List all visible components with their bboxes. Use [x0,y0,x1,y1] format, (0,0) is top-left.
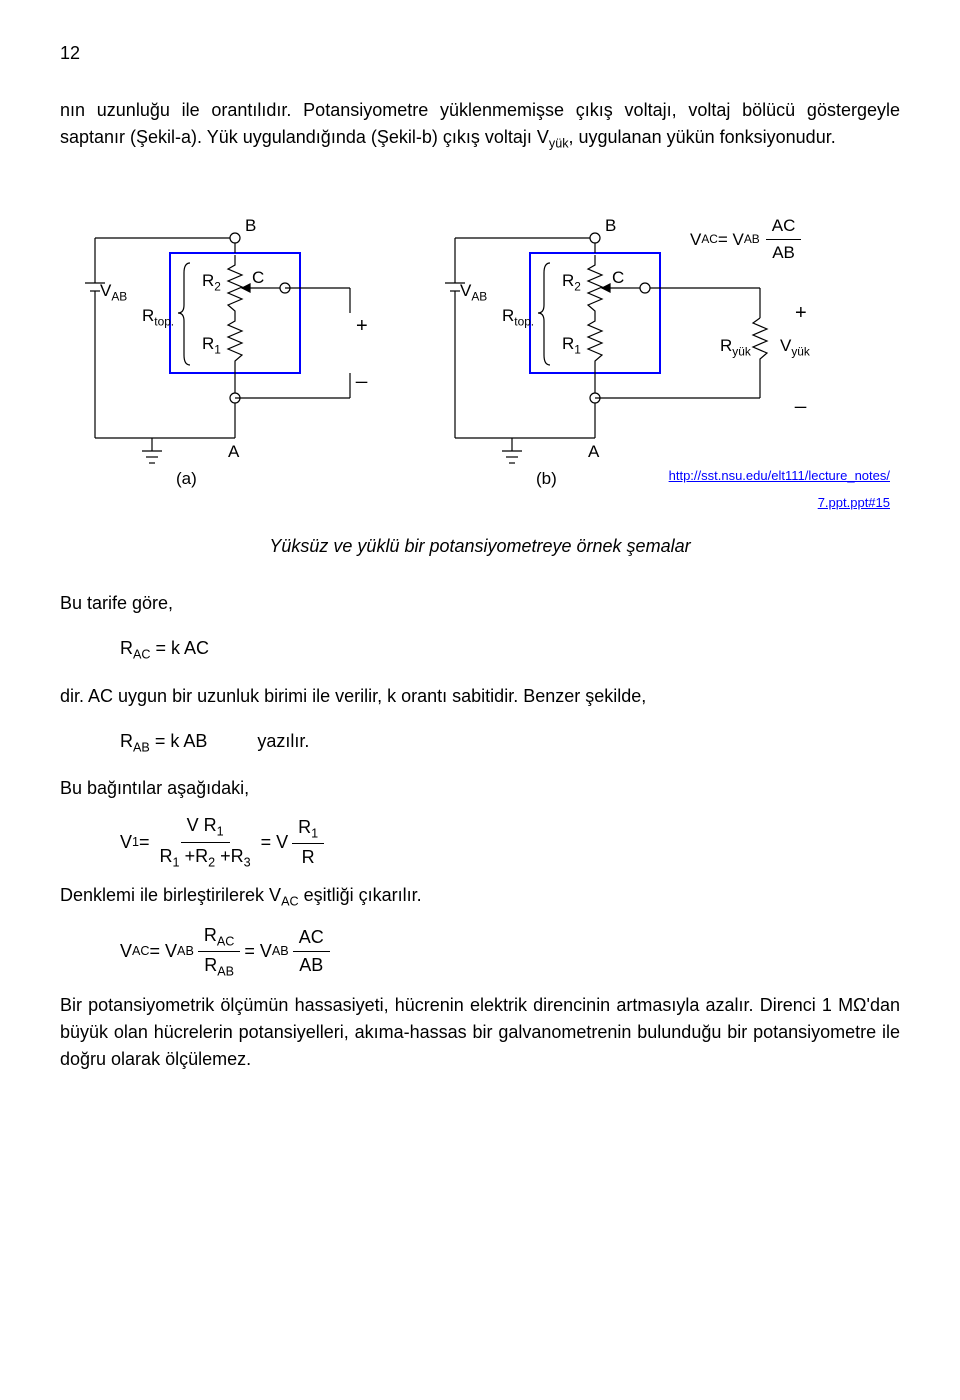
line3: Bu bağıntılar aşağıdaki, [60,775,900,802]
page-number: 12 [60,40,900,67]
label-plus-right: + [795,298,807,328]
eq2: RAB = k AB yazılır. [120,728,900,757]
label-vac-eq: VAC = VAB AC AB [690,213,805,265]
eq4: VAC = VAB RAC RAB = VAB AC AB [120,922,900,982]
label-b-left: B [245,213,256,239]
intro-sub: yük [549,137,569,151]
label-rtop-right: Rtop. [502,303,534,331]
label-a-caption-left: (a) [176,466,197,492]
label-b-caption-right: (b) [536,466,557,492]
label-minus-right: _ [795,383,806,413]
label-plus-left: + [356,311,368,341]
label-vyuk: Vyük [780,333,810,361]
label-vab-left: VAB [100,278,127,306]
line2: dir. AC uygun bir uzunluk birimi ile ver… [60,683,900,710]
line4: Denklemi ile birleştirilerek VAC eşitliğ… [60,882,900,911]
label-c-right: C [612,265,624,291]
label-minus-left: _ [356,358,367,388]
label-a-left: A [228,439,239,465]
label-b-right: B [605,213,616,239]
label-r2-left: R2 [202,268,221,296]
link-line1[interactable]: http://sst.nsu.edu/elt111/lecture_notes/ [669,468,890,483]
label-r2-right: R2 [562,268,581,296]
label-a-right: A [588,439,599,465]
label-r1-right: R1 [562,331,581,359]
eq1: RAC = k AC [120,635,900,664]
link-line2[interactable]: 7.ppt.ppt#15 [818,495,890,510]
label-r1-left: R1 [202,331,221,359]
circuit-link[interactable]: http://sst.nsu.edu/elt111/lecture_notes/… [640,461,890,515]
intro-paragraph: nın uzunluğu ile orantılıdır. Potansiyom… [60,97,900,153]
diagram-caption: Yüksüz ve yüklü bir potansiyometreye örn… [60,533,900,560]
label-rtop-left: Rtop. [142,303,174,331]
final-paragraph: Bir potansiyometrik ölçümün hassasiyeti,… [60,992,900,1073]
line1: Bu tarife göre, [60,590,900,617]
eq3: V1 = V R1 R1 +R2 +R3 = V R1 R [120,812,900,872]
circuit-diagram-area: VAB Rtop. R2 R1 B C A + _ (a) VAB Rtop. … [60,183,900,503]
label-vab-right: VAB [460,278,487,306]
label-c-left: C [252,265,264,291]
label-ryuk: Ryük [720,333,751,361]
intro-cont: , uygulanan yükün fonksiyonudur. [569,127,836,147]
